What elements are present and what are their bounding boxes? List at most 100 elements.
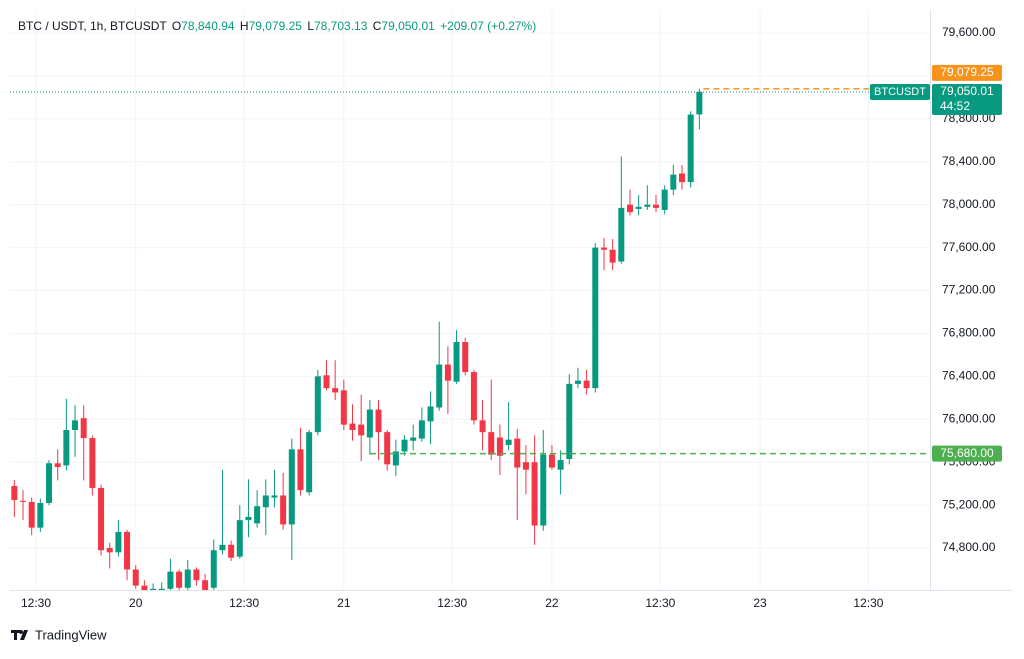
open-label: O — [172, 19, 181, 33]
candle-body — [548, 454, 555, 468]
candle-body — [358, 424, 365, 436]
candle-body — [566, 383, 573, 459]
candle-body — [557, 460, 564, 470]
candle-body — [236, 520, 243, 557]
countdown: 44:52 — [940, 99, 970, 113]
candle-body — [106, 548, 113, 553]
candle-body — [271, 495, 278, 498]
price-line-label: 79,079.25 — [940, 65, 994, 79]
candle-body — [436, 364, 443, 408]
candle-body — [427, 406, 434, 422]
axes: 74,800.0075,200.0075,600.0076,000.0076,4… — [21, 25, 996, 610]
candle-body — [340, 390, 347, 425]
candle-body — [652, 204, 659, 208]
candle-body — [505, 439, 512, 446]
candle-body — [488, 432, 495, 455]
candle-body — [496, 437, 503, 456]
price-line-label-box — [932, 445, 1002, 462]
candle-body — [349, 423, 356, 431]
last-price-label: 79,050.01 — [940, 84, 994, 98]
candle-body — [410, 437, 417, 441]
candle-body — [132, 569, 139, 586]
candle-body — [375, 409, 382, 433]
grid — [10, 10, 930, 590]
legend: BTC / USDT, 1h, BTCUSDT O78,840.94 H79,0… — [18, 19, 536, 33]
last-price-name: BTCUSDT — [874, 86, 926, 98]
candle-body — [670, 174, 677, 190]
y-tick-label: 76,800.00 — [942, 326, 996, 340]
candle-body — [531, 462, 538, 526]
candle-body — [609, 249, 616, 263]
candle-body — [150, 588, 157, 590]
candle-body — [46, 463, 53, 503]
candle-body — [72, 420, 79, 431]
candle-body — [462, 342, 469, 373]
candle-body — [184, 569, 191, 588]
candle-body — [540, 454, 547, 526]
y-tick-label: 74,800.00 — [942, 540, 996, 554]
candle-body — [366, 409, 373, 438]
last-price-name-box — [870, 83, 930, 100]
candle-body — [288, 449, 295, 525]
candle-body — [193, 569, 200, 581]
candle-body — [470, 372, 477, 421]
y-tick-label: 75,200.00 — [942, 497, 996, 511]
logo: TradingView — [11, 627, 107, 642]
candle-body — [618, 207, 625, 262]
close-label: C — [373, 19, 382, 33]
open-value: 78,840.94 — [181, 19, 235, 33]
symbol: BTC / USDT, 1h, BTCUSDT — [18, 19, 167, 33]
price-line-label: 75,680.00 — [940, 446, 994, 460]
candle-body — [228, 544, 235, 558]
y-tick-label: 77,200.00 — [942, 283, 996, 297]
candle-body — [583, 380, 590, 389]
high-value: 79,079.25 — [249, 19, 303, 33]
candle-body — [332, 388, 339, 393]
y-tick-label: 76,000.00 — [942, 411, 996, 425]
last-price-label-box — [932, 83, 1002, 115]
candle-body — [245, 516, 252, 521]
candle-body — [297, 449, 304, 491]
x-tick-label: 20 — [129, 596, 143, 610]
candle-body — [306, 432, 313, 493]
candle-body — [687, 114, 694, 183]
candle-body — [80, 418, 87, 439]
candle-body — [522, 462, 529, 470]
candle-body — [20, 500, 27, 502]
change: +209.07 (+0.27%) — [440, 19, 536, 33]
y-tick-label: 76,400.00 — [942, 369, 996, 383]
brand: TradingView — [35, 627, 107, 642]
candle-body — [202, 580, 209, 590]
candle-body — [37, 502, 44, 528]
candle-body — [54, 463, 61, 468]
candle-body — [158, 588, 165, 590]
close-value: 79,050.01 — [381, 19, 435, 33]
y-tick-label: 79,600.00 — [942, 25, 996, 39]
candle-body — [644, 204, 651, 207]
low-label: L — [307, 19, 314, 33]
candle-body — [661, 189, 668, 211]
x-tick-label: 12:30 — [853, 596, 883, 610]
candle-body — [384, 432, 391, 465]
candle-body — [98, 487, 105, 551]
candle-body — [418, 420, 425, 439]
x-tick-label: 22 — [545, 596, 559, 610]
candle-body — [115, 531, 122, 553]
price-line-label-box — [932, 64, 1002, 81]
candle-body — [453, 342, 460, 382]
candle-body — [254, 506, 261, 524]
candle-body — [626, 204, 633, 213]
candle-body — [314, 376, 321, 433]
candle-body — [444, 364, 451, 381]
candle-body — [280, 495, 287, 525]
x-tick-label: 12:30 — [645, 596, 675, 610]
candle-body — [574, 380, 581, 384]
high-label: H — [240, 19, 249, 33]
candle-body — [262, 495, 269, 508]
low-value: 78,703.13 — [314, 19, 368, 33]
x-tick-label: 12:30 — [437, 596, 467, 610]
x-tick-label: 21 — [337, 596, 351, 610]
